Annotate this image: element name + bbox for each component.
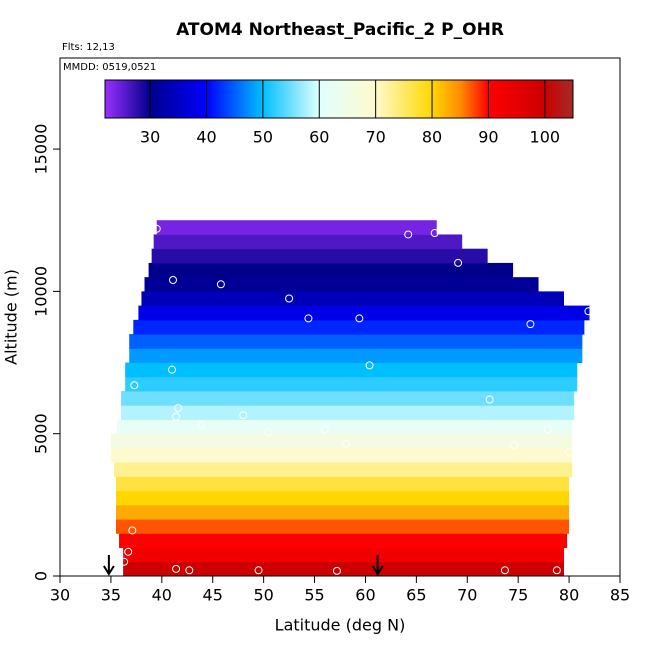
curtain-cell — [153, 234, 463, 250]
x-tick-label: 80 — [559, 586, 579, 605]
curtain-cell — [116, 519, 570, 534]
curtain-cell — [117, 419, 573, 435]
y-tick-label: 5000 — [32, 413, 51, 454]
curtain-cell — [125, 362, 578, 378]
colorbar-tick-label: 30 — [140, 128, 160, 147]
observation-point — [169, 276, 178, 284]
observation-point — [304, 314, 313, 323]
x-tick-label: 30 — [50, 586, 70, 605]
curtain-cell — [116, 504, 570, 520]
curtain-cell — [121, 405, 575, 420]
y-tick-label: 0 — [32, 571, 51, 581]
observation-point — [404, 230, 413, 239]
observation-point — [543, 425, 552, 434]
arrow-head — [371, 565, 384, 576]
y-tick-label: 15000 — [32, 124, 51, 175]
curtain-cell — [119, 533, 568, 549]
observation-point — [172, 564, 181, 573]
curtain-cell — [138, 305, 590, 321]
observation-point — [120, 557, 129, 566]
curtain-cell — [113, 462, 573, 477]
curtain-cell — [141, 291, 565, 307]
colorbar-tick-label: 60 — [309, 128, 329, 147]
observation-point — [342, 439, 351, 448]
observation-point — [365, 361, 374, 370]
curtain-cell — [129, 348, 583, 364]
colorbar — [104, 79, 574, 119]
curtain-cell — [121, 391, 575, 406]
curtain-cell — [133, 319, 585, 335]
observation-point — [130, 381, 139, 390]
curtain-cell — [151, 248, 488, 264]
observation-point — [584, 307, 593, 316]
observation-point — [510, 441, 519, 450]
observation-point — [168, 365, 176, 374]
observation-point — [216, 280, 225, 289]
flight-arrow — [371, 555, 384, 576]
observation-point — [285, 294, 294, 303]
arrow-head — [103, 565, 115, 576]
observation-point — [332, 566, 341, 575]
x-tick-label: 40 — [152, 586, 172, 605]
observation-point — [565, 448, 574, 457]
x-tick-label: 60 — [355, 586, 375, 605]
chart-title: ATOM4 Northeast_Pacific_2 P_OHR — [176, 20, 504, 40]
curtain-cell — [116, 476, 570, 492]
curtain-cell — [125, 376, 578, 392]
observation-point — [500, 566, 509, 575]
x-tick-label: 35 — [101, 586, 121, 605]
observation-point — [197, 421, 206, 430]
observation-point — [320, 425, 329, 434]
colorbar-tick-label: 70 — [365, 128, 385, 147]
x-tick-label: 70 — [457, 586, 477, 605]
observation-point — [174, 404, 183, 413]
observation-point — [430, 229, 439, 238]
x-tick-label: 50 — [253, 586, 273, 605]
x-tick-label: 65 — [406, 586, 426, 605]
observation-point — [454, 258, 463, 267]
colorbar-tick-label: 100 — [530, 128, 561, 147]
curtain-cell — [156, 220, 437, 235]
curtain-cell — [123, 547, 565, 563]
curtain-cell — [110, 433, 573, 449]
x-tick-label: 75 — [508, 586, 528, 605]
dates-note: MMDD: 0519,0521 — [63, 62, 156, 73]
observation-point — [485, 395, 494, 404]
observation-point — [152, 224, 161, 233]
colorbar-tick-label: 50 — [253, 128, 273, 147]
curtain-cell — [123, 561, 565, 577]
observation-point — [526, 320, 535, 329]
observation-point — [239, 411, 248, 420]
curtain-cell — [144, 277, 539, 292]
x-axis-label: Latitude (deg N) — [275, 616, 406, 635]
observation-point — [355, 314, 364, 323]
observation-point — [254, 566, 263, 575]
curtain-cell — [110, 447, 573, 463]
flights-note: Flts: 12,13 — [62, 42, 115, 53]
y-axis-label: Altitude (m) — [2, 269, 21, 365]
plot-frame — [59, 57, 621, 577]
flight-arrow — [103, 555, 115, 576]
observation-point — [128, 526, 137, 535]
colorbar-tick-label: 40 — [196, 128, 216, 147]
observation-point — [172, 412, 181, 421]
curtain-cell — [129, 334, 583, 349]
observation-point — [185, 566, 194, 575]
colorbar-tick-label: 90 — [478, 128, 498, 147]
curtain-cell — [116, 490, 570, 506]
curtain-cell — [148, 262, 514, 278]
observation-point — [552, 566, 561, 575]
observation-point — [264, 428, 273, 437]
observation-point — [124, 547, 133, 556]
x-tick-label: 85 — [610, 586, 630, 605]
colorbar-tick-label: 80 — [422, 128, 442, 147]
y-tick-label: 10000 — [32, 266, 51, 317]
x-tick-label: 45 — [203, 586, 223, 605]
x-tick-label: 55 — [304, 586, 324, 605]
